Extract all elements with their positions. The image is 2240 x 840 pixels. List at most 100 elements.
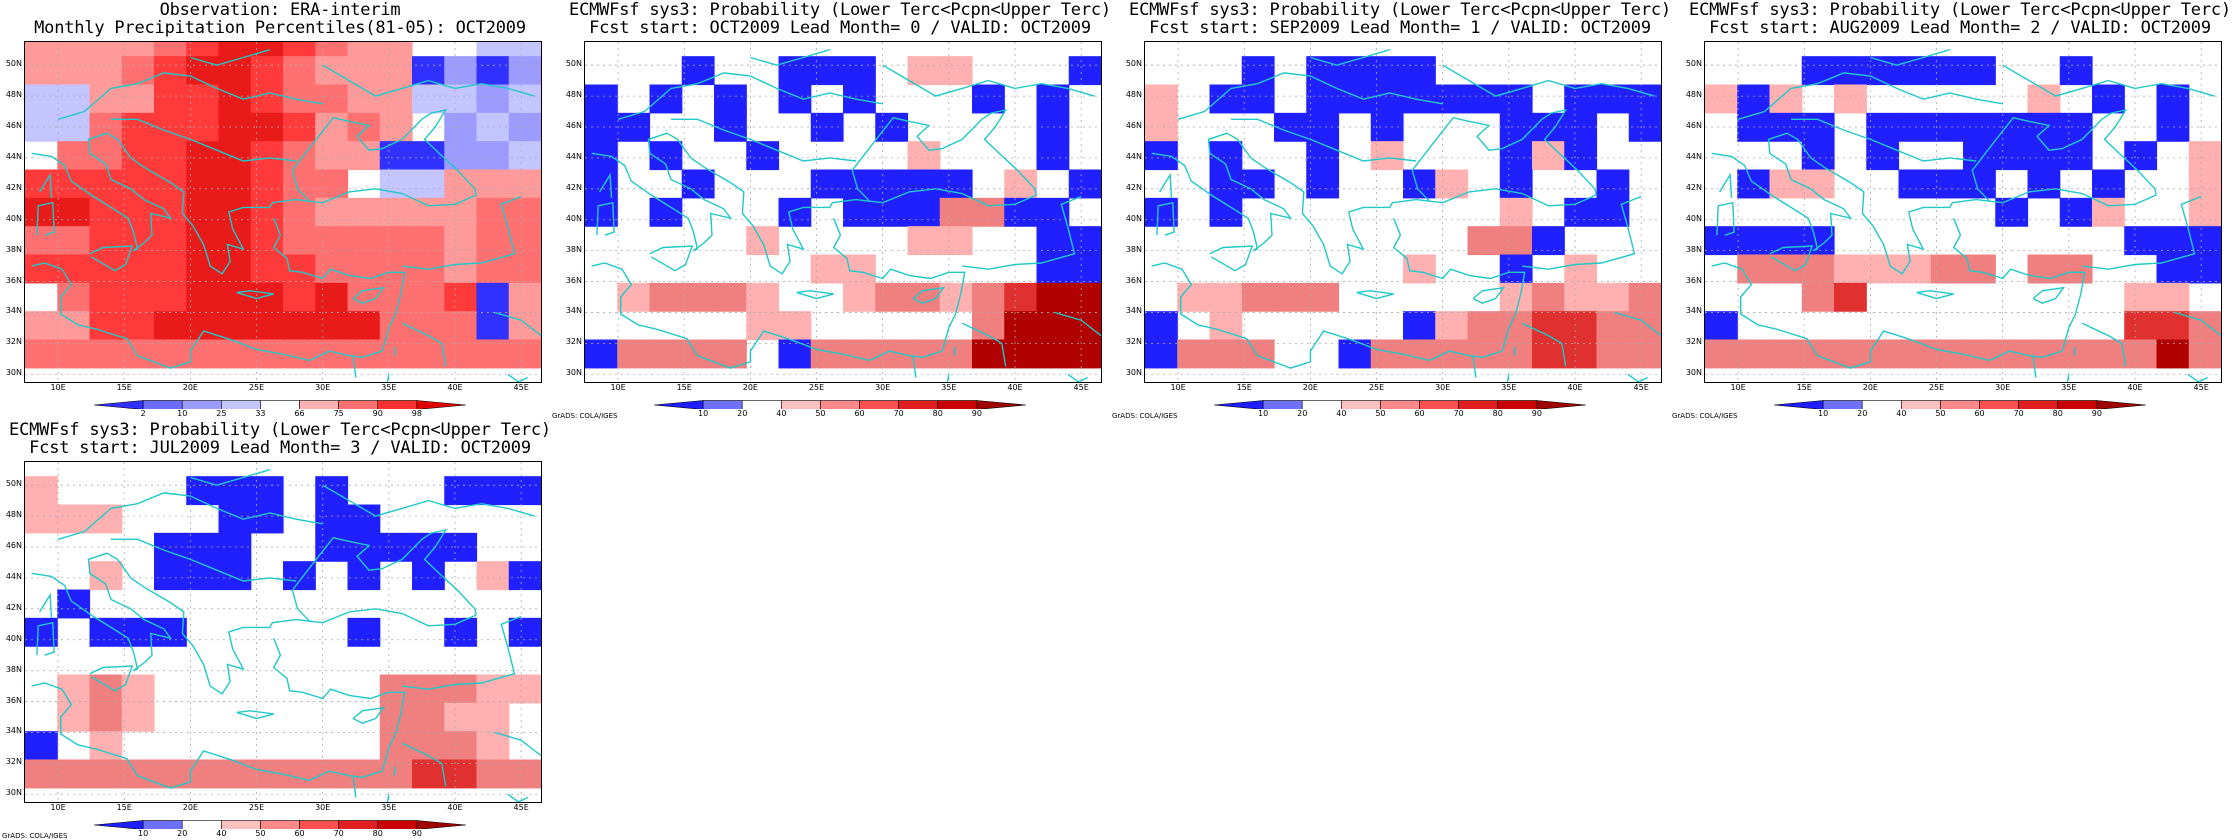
grid-cell xyxy=(315,84,349,114)
grid-cell xyxy=(1596,311,1630,341)
grid-cell xyxy=(617,339,651,369)
grid-cell xyxy=(218,141,252,171)
grid-cell xyxy=(2188,141,2221,171)
map-plot xyxy=(24,461,542,803)
coastline xyxy=(671,118,857,162)
longitude-label: 45E xyxy=(513,803,529,812)
colorbar-segment xyxy=(260,400,300,409)
grid-cell xyxy=(907,339,941,369)
map-plot xyxy=(1704,41,2222,383)
grid-cell xyxy=(907,226,941,256)
grid-cell xyxy=(649,197,683,227)
latitude-label: 34N xyxy=(5,726,22,736)
coastline xyxy=(401,322,447,367)
grid-cell xyxy=(283,112,316,142)
longitude-label: 25E xyxy=(1928,383,1945,392)
grid-cell xyxy=(315,141,349,171)
grid-cell xyxy=(379,84,413,114)
grid-cell xyxy=(218,169,252,199)
coastline xyxy=(962,195,1082,270)
latitude-label: 30N xyxy=(5,368,22,378)
grid-cell xyxy=(875,282,909,312)
grid-cell xyxy=(476,141,510,171)
grid-cell xyxy=(347,759,381,789)
colorbar-segment xyxy=(142,820,183,829)
coastline xyxy=(869,188,1037,207)
latitude-label: 46N xyxy=(5,121,22,130)
grid-cell xyxy=(1834,84,1867,114)
grid-cell xyxy=(1068,282,1101,312)
coastline xyxy=(291,108,477,202)
colorbar-tick-label: 50 xyxy=(1935,409,1946,418)
grid-cell xyxy=(283,311,316,341)
grid-cell xyxy=(1068,254,1101,284)
grid-cell xyxy=(1898,339,1932,369)
grid-cell xyxy=(1532,339,1565,369)
grid-cell xyxy=(121,311,155,341)
coastline xyxy=(2073,346,2077,356)
colorbar-segment xyxy=(781,400,821,409)
grid-cell xyxy=(2124,282,2158,312)
colorbar-segment xyxy=(94,820,144,829)
latitude-label: 46N xyxy=(1685,121,1702,130)
colorbar-tick-label: 2 xyxy=(140,409,146,418)
colorbar-segment xyxy=(181,820,222,829)
grid-cell xyxy=(444,617,478,647)
grid-cell xyxy=(25,311,58,341)
colorbar-tick-label: 60 xyxy=(1414,409,1425,418)
grid-cell xyxy=(250,141,284,171)
panel-title-line1: Observation: ERA-interim xyxy=(159,0,401,20)
longitude-label: 40E xyxy=(1567,383,1583,392)
grid-cell xyxy=(1564,197,1598,227)
grid-cell xyxy=(2027,169,2061,199)
grid-cell xyxy=(1370,141,1404,171)
grid-cell xyxy=(250,254,284,284)
grid-cell xyxy=(154,282,187,312)
grid-cell xyxy=(57,674,91,704)
longitude-label: 35E xyxy=(1501,383,1517,392)
grid-cell xyxy=(25,339,58,369)
grid-cell xyxy=(218,197,252,227)
longitude-label: 35E xyxy=(2061,383,2077,392)
coastline xyxy=(31,217,406,369)
grid-cell xyxy=(57,42,91,57)
latitude-label: 36N xyxy=(565,275,582,285)
latitude-label: 50N xyxy=(5,479,22,489)
grid-cell xyxy=(347,141,381,171)
grid-cell xyxy=(2092,339,2125,369)
coastline xyxy=(1231,118,1417,162)
grid-cell xyxy=(315,169,349,199)
grid-cell xyxy=(1769,339,1803,369)
latitude-label: 36N xyxy=(1125,275,1142,285)
colorbar-tick-label: 60 xyxy=(294,829,305,838)
latitude-label: 50N xyxy=(1125,59,1142,69)
coastline xyxy=(393,766,397,776)
panel-title-line2: Fcst start: JUL2009 Lead Month= 3 / VALI… xyxy=(29,438,531,458)
coastline xyxy=(1971,108,2157,202)
latitude-label: 46N xyxy=(5,541,22,550)
coastline xyxy=(946,374,950,382)
grid-cell xyxy=(2124,141,2158,171)
grid-cell xyxy=(250,311,284,341)
colorbar-tick-label: 90 xyxy=(971,409,982,418)
grid-cell xyxy=(476,84,510,114)
grid-cell xyxy=(1435,169,1469,199)
colorbar-tick-label: 70 xyxy=(893,409,904,418)
grid-cell xyxy=(2188,197,2221,227)
grid-cell xyxy=(379,169,413,199)
grid-cell xyxy=(347,561,381,591)
grid-cell xyxy=(1499,84,1533,114)
longitude-label: 20E xyxy=(182,383,198,392)
grid-cell xyxy=(939,226,973,256)
grid-cell xyxy=(1209,339,1243,369)
coastline xyxy=(402,195,522,270)
grid-cell xyxy=(1403,339,1436,369)
grid-cell xyxy=(1737,254,1771,284)
map-panel: ECMWFsf sys3: Probability (Lower Terc<Pc… xyxy=(1672,0,2240,420)
colorbar-tick-label: 90 xyxy=(2091,409,2102,418)
map-plot xyxy=(1144,41,1662,383)
grid-cell xyxy=(1499,169,1533,199)
grid-cell xyxy=(585,112,618,142)
colorbar-segment xyxy=(377,820,418,829)
grid-cell xyxy=(508,169,541,199)
